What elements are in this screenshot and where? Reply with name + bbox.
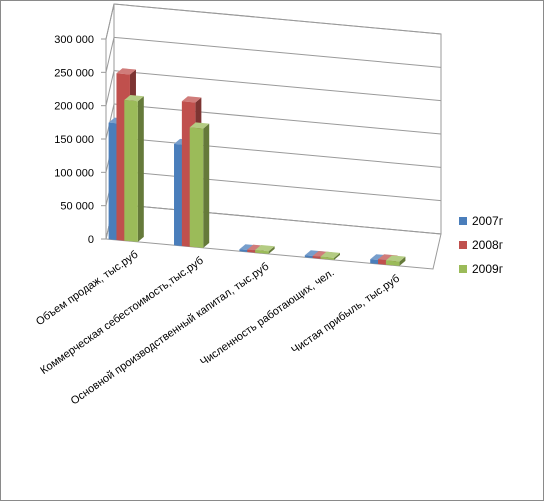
legend-label: 2009г [472,262,504,276]
gridline-back-3 [113,103,442,135]
bar-side [334,252,341,260]
gridline-back-2 [113,136,442,168]
y-tick-label: 50 000 [60,201,94,213]
gridline-left-4 [105,70,115,106]
y-tick-label: 100 000 [54,167,94,179]
bar-2009г [255,250,269,254]
bar-side [137,96,144,242]
gridline-back-5 [113,36,442,68]
bar-top [181,96,202,103]
bar-2009г [385,260,400,266]
bar-top [124,95,144,102]
category-label: Численность работающих, чел. [198,267,336,369]
legend-swatch-2008г [459,241,467,249]
legend-swatch-2009г [459,265,467,273]
y-tick-label: 250 000 [54,67,94,79]
y-tick-label: 150 000 [54,134,94,146]
bar-top [255,245,275,252]
bar-2009г [189,127,204,248]
bar-2009г [320,256,335,260]
gridline-back-1 [113,170,442,202]
bar-side [203,123,210,248]
legend-label: 2008г [472,238,504,252]
category-label: Коммерческая себестоимость,тыс.руб [38,255,206,377]
y-tick-label: 300 000 [54,34,94,46]
bar-top [385,255,406,262]
bar-2009г [124,100,138,242]
gridline-back-6 [113,3,442,35]
gridline-back-0 [113,203,442,235]
bar-top [320,251,341,258]
legend-swatch-2007г [459,217,467,225]
y-tick-label: 200 000 [54,101,94,113]
gridline-back-4 [113,70,442,102]
bar-top [116,68,136,75]
gridline-left-5 [105,37,115,73]
bar-side [268,246,275,254]
bar-side [399,256,406,266]
bar-top [189,122,210,129]
legend-label: 2007г [472,214,504,228]
y-tick-label: 0 [88,234,94,246]
gridline-left-6 [105,3,115,40]
